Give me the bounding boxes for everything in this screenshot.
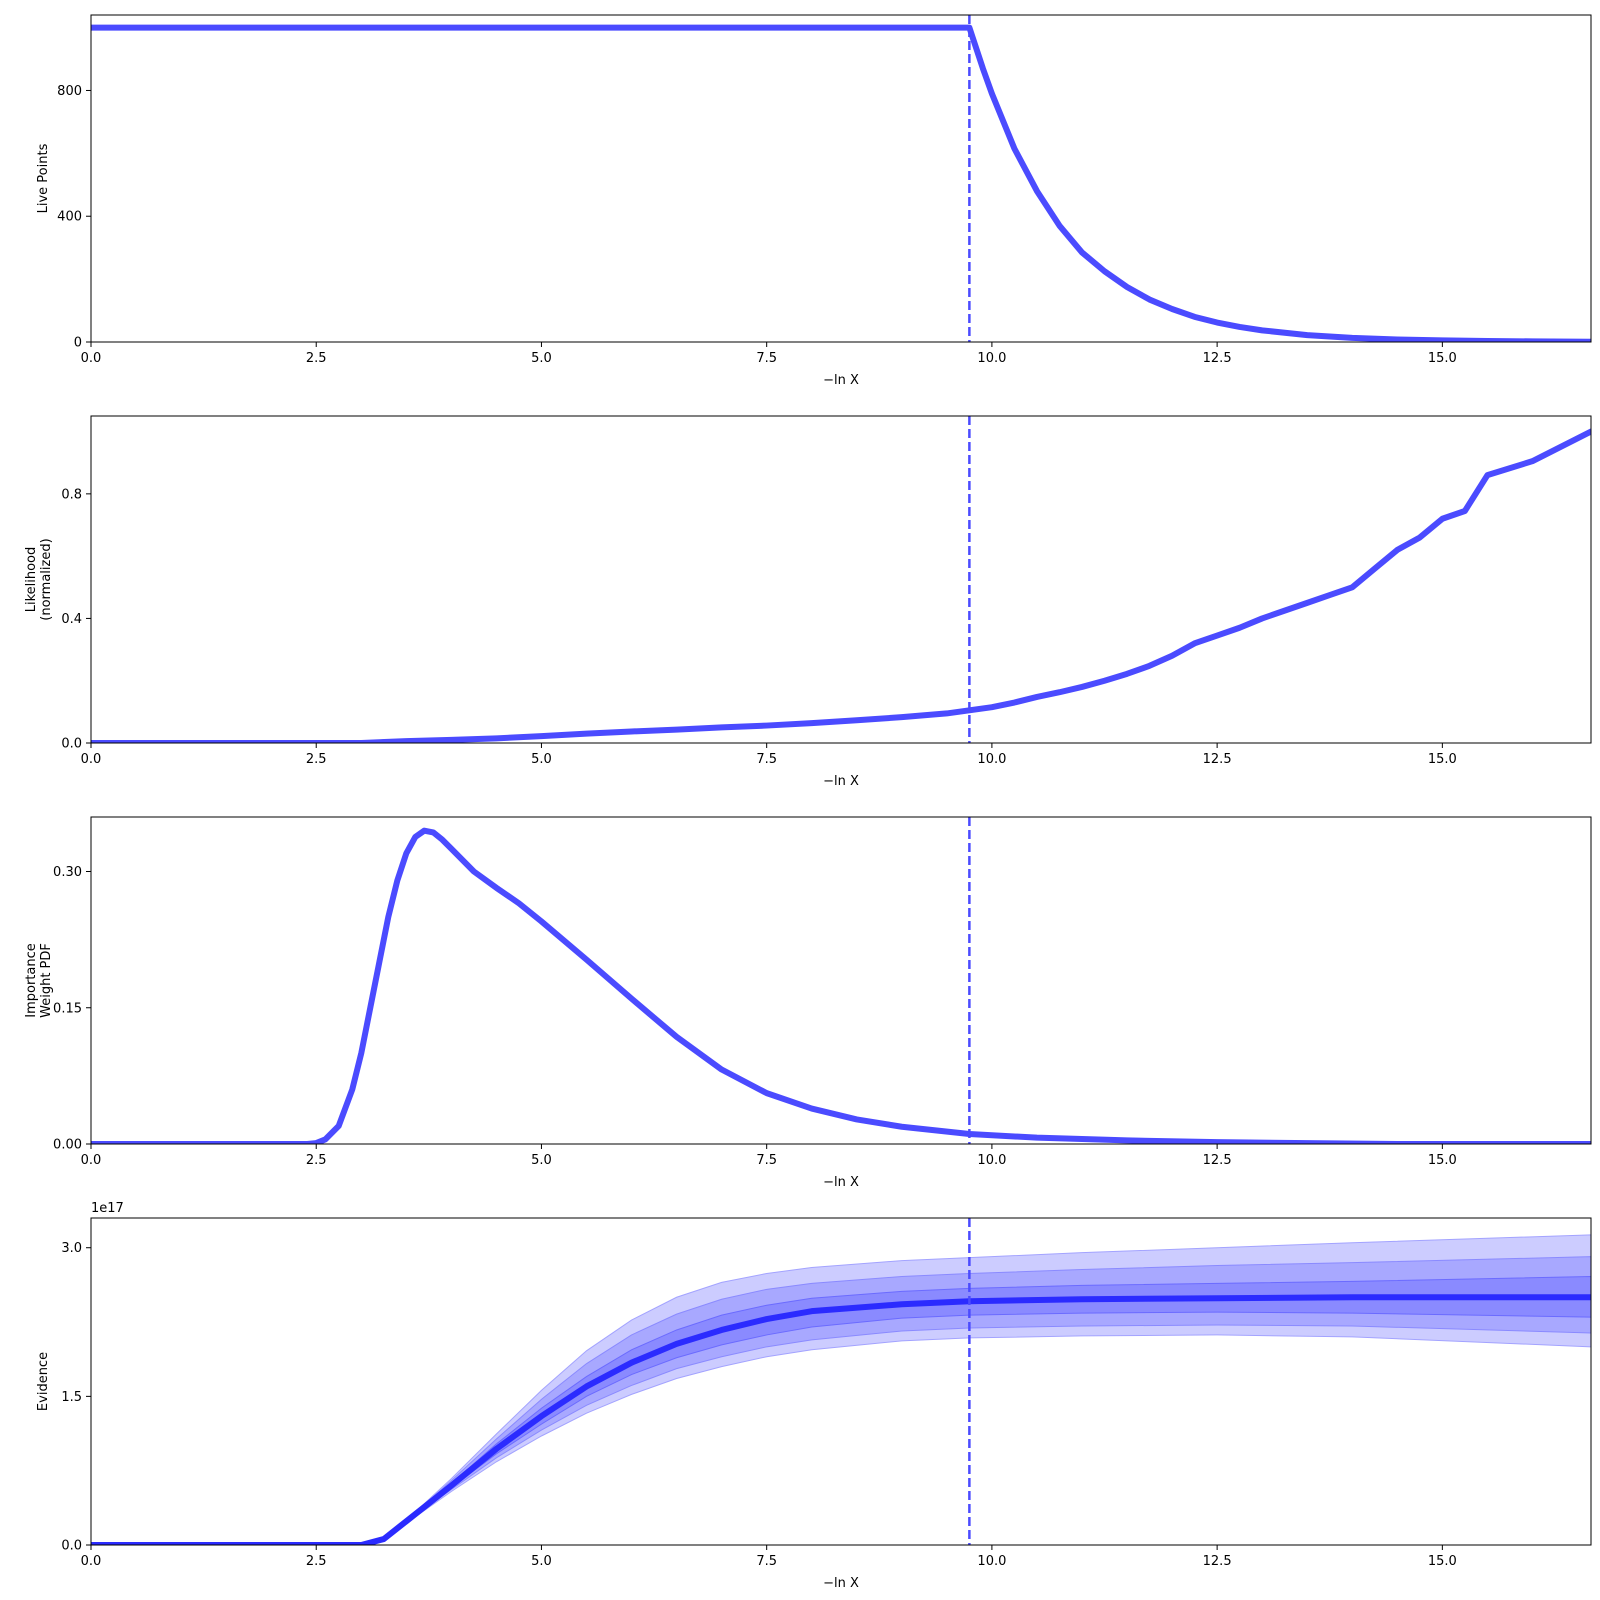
- y-tick-label: 0.30: [53, 865, 82, 880]
- panel-4: 0.0 2.5 5.0 7.5 10.0 12.5 15.0 0.0 1.5 3.0 −ln X Ev…: [36, 1201, 1592, 1591]
- y-tick-label: 400: [57, 210, 82, 225]
- x-tick-label: 0.0: [81, 1153, 102, 1168]
- panel-2: 0.0 2.5 5.0 7.5 10.0 12.5 15.0 0.0 0.4 0.8 −ln X Li…: [24, 415, 1592, 789]
- x-tick-label: 12.5: [1203, 1554, 1232, 1569]
- x-tick-label: 2.5: [306, 1153, 327, 1168]
- evidence-band-1sigma: [91, 1275, 1591, 1545]
- y-tick-label: 1.5: [61, 1390, 82, 1405]
- plot-area: [91, 15, 1591, 342]
- x-tick-label: 2.5: [306, 752, 327, 767]
- evidence-median-line: [91, 1294, 1591, 1545]
- x-tick-label: 0.0: [81, 351, 102, 366]
- x-tick-label: 7.5: [756, 1554, 777, 1569]
- x-axis-label: −ln X: [823, 373, 859, 388]
- y-axis-label: Likelihood: [24, 547, 39, 613]
- y-axis-label: Importance: [24, 943, 39, 1018]
- x-tick-label: 5.0: [531, 752, 552, 767]
- x-tick-label: 0.0: [81, 752, 102, 767]
- y-tick-label: 0.00: [53, 1138, 82, 1153]
- x-tick-label: 2.5: [306, 351, 327, 366]
- y-axis-label: Weight PDF: [39, 943, 54, 1018]
- x-tick-label: 15.0: [1428, 351, 1457, 366]
- x-tick-label: 15.0: [1428, 1554, 1457, 1569]
- x-tick-label: 7.5: [756, 351, 777, 366]
- panel-3: 0.0 2.5 5.0 7.5 10.0 12.5 15.0 0.00 0.15 0.30 −ln …: [24, 816, 1592, 1190]
- y-axis-label: Live Points: [36, 143, 51, 213]
- x-tick-label: 10.0: [977, 351, 1006, 366]
- x-tick-label: 10.0: [977, 752, 1006, 767]
- series-line: [91, 24, 1591, 342]
- y-axis-label: (normalized): [39, 538, 54, 620]
- y-tick-label: 0.0: [61, 737, 82, 752]
- y-tick-label: 0: [74, 336, 82, 351]
- y-tick-label: 3.0: [61, 1241, 82, 1256]
- x-tick-label: 7.5: [756, 752, 777, 767]
- y-tick-label: 0.8: [61, 487, 82, 502]
- x-axis-label: −ln X: [823, 1576, 859, 1591]
- y-offset-label: 1e17: [91, 1201, 124, 1216]
- axes-frame: [90, 415, 1592, 744]
- y-tick-label: 0.0: [61, 1539, 82, 1554]
- x-tick-label: 15.0: [1428, 1153, 1457, 1168]
- x-tick-label: 10.0: [977, 1153, 1006, 1168]
- x-axis-label: −ln X: [823, 774, 859, 789]
- panel-1: 0.0 2.5 5.0 7.5 10.0 12.5 15.0 0 400 800 −ln X Live…: [36, 14, 1592, 388]
- y-axis-label: Evidence: [36, 1352, 51, 1411]
- series-line: [91, 827, 1591, 1144]
- x-tick-label: 5.0: [531, 351, 552, 366]
- axes-frame: [90, 1217, 1592, 1546]
- plot-area: [91, 1218, 1591, 1545]
- y-tick-label: 800: [57, 84, 82, 99]
- axes-frame: [90, 14, 1592, 343]
- x-tick-label: 2.5: [306, 1554, 327, 1569]
- x-tick-label: 10.0: [977, 1554, 1006, 1569]
- axes-frame: [90, 816, 1592, 1145]
- x-tick-label: 15.0: [1428, 752, 1457, 767]
- y-tick-label: 0.4: [61, 612, 82, 627]
- x-tick-label: 0.0: [81, 1554, 102, 1569]
- x-tick-label: 5.0: [531, 1554, 552, 1569]
- x-tick-label: 12.5: [1203, 351, 1232, 366]
- plot-area: [91, 817, 1591, 1144]
- x-tick-label: 12.5: [1203, 752, 1232, 767]
- x-axis-label: −ln X: [823, 1175, 859, 1190]
- x-tick-label: 12.5: [1203, 1153, 1232, 1168]
- series-line: [91, 428, 1591, 743]
- x-tick-label: 7.5: [756, 1153, 777, 1168]
- x-tick-label: 5.0: [531, 1153, 552, 1168]
- y-tick-label: 0.15: [53, 1001, 82, 1016]
- plot-area: [91, 416, 1591, 743]
